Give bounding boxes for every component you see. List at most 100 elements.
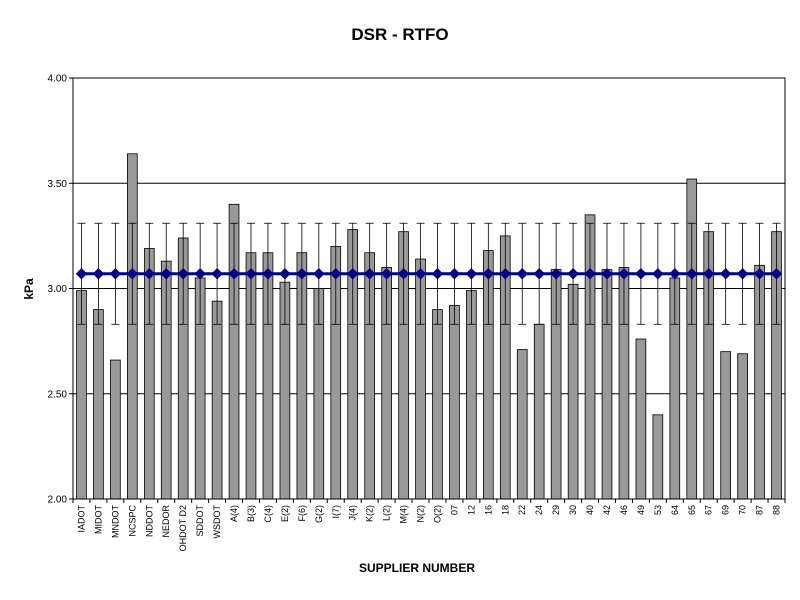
x-tick-label: NCSPC [127, 505, 137, 537]
x-tick-label: 64 [670, 505, 680, 515]
bar [211, 300, 223, 500]
x-tick-label: NDDOT [144, 505, 154, 537]
mean-marker [313, 268, 325, 280]
x-tick-label: OHDOT D2 [178, 505, 188, 551]
y-tick-label: 2.00 [48, 495, 68, 506]
y-tick-label: 3.50 [48, 179, 68, 190]
x-tick-label: NEDOR [161, 505, 171, 538]
plot-area-frame [72, 77, 786, 500]
mean-marker [279, 268, 291, 280]
x-tick-label: B(3) [246, 505, 256, 522]
mean-marker [448, 268, 461, 280]
x-tick-label: N(2) [416, 505, 426, 523]
x-tick-label: MIDOT [93, 505, 103, 534]
bar [533, 323, 545, 500]
x-tick-label: 70 [738, 505, 748, 515]
y-tick-label: 3.00 [48, 284, 68, 295]
mean-marker [584, 268, 596, 280]
mean-marker [567, 268, 579, 280]
mean-marker [652, 268, 664, 280]
bar [93, 309, 104, 500]
x-tick-label: 42 [602, 505, 612, 515]
y-tick-label: 4.00 [48, 74, 68, 85]
mean-marker [262, 268, 274, 280]
x-tick-label: C(4) [263, 505, 273, 523]
mean-marker [397, 268, 410, 280]
mean-marker [75, 268, 88, 280]
x-tick-label: O(2) [432, 505, 442, 523]
mean-marker [414, 268, 427, 280]
x-tick-label: 65 [687, 505, 697, 515]
x-tick-label: 46 [619, 505, 629, 515]
mean-marker [516, 268, 528, 280]
bar [720, 351, 731, 500]
x-axis-label: SUPPLIER NUMBER [359, 561, 475, 575]
x-tick-label: 30 [568, 505, 578, 515]
mean-line-series [75, 268, 783, 280]
bar [127, 153, 138, 500]
mean-marker [635, 268, 647, 280]
x-tick-label: 18 [500, 505, 510, 515]
x-tick-labels: IADOT MIDOT MNDOT NCSPC NDDOT NEDOR OHDOT D2 SD… [72, 499, 786, 551]
chart-title: DSR - RTFO [351, 25, 448, 44]
x-tick-label: 12 [466, 505, 476, 515]
mean-marker [533, 268, 545, 280]
bar [110, 359, 121, 500]
mean-marker [347, 268, 359, 280]
mean-marker [753, 268, 766, 280]
x-tick-label: 69 [721, 505, 731, 515]
x-tick-label: IADOT [76, 505, 86, 533]
mean-marker [228, 268, 240, 280]
mean-marker [482, 268, 495, 280]
mean-marker [465, 268, 478, 280]
mean-marker [194, 268, 206, 280]
x-tick-label: 49 [636, 505, 646, 515]
bar [516, 349, 528, 500]
mean-marker [736, 268, 749, 280]
bar [635, 338, 647, 500]
mean-marker [245, 268, 257, 280]
mean-marker [296, 268, 308, 280]
x-tick-label: 07 [449, 505, 459, 515]
x-tick-label: 88 [772, 505, 782, 515]
mean-marker [211, 268, 223, 280]
x-tick-label: 16 [483, 505, 493, 515]
bar [652, 414, 664, 500]
x-tick-label: 87 [755, 505, 765, 515]
x-tick-label: 29 [551, 505, 561, 515]
y-tick-label: 2.50 [48, 389, 68, 400]
bar-series [76, 153, 782, 500]
x-tick-label: J(4) [348, 505, 358, 521]
mean-marker [177, 268, 189, 280]
mean-marker [601, 268, 613, 280]
y-axis-label: kPa [22, 278, 36, 300]
mean-marker [618, 268, 630, 280]
mean-marker [160, 268, 172, 280]
mean-marker [330, 268, 342, 280]
x-tick-label: A(4) [229, 505, 239, 522]
mean-marker [669, 268, 681, 280]
x-tick-label: MNDOT [110, 505, 120, 538]
mean-marker [363, 268, 376, 280]
mean-marker [499, 268, 511, 280]
mean-marker [703, 268, 715, 280]
x-tick-label: SDDOT [195, 504, 205, 536]
x-tick-label: 24 [534, 505, 544, 515]
x-tick-label: 67 [704, 505, 714, 515]
x-tick-label: I(7) [331, 505, 341, 519]
x-tick-label: WSDOT [212, 505, 222, 539]
y-tick-labels: 2.00 2.50 3.00 3.50 4.00 [48, 74, 73, 506]
mean-marker [770, 268, 783, 280]
gridlines [73, 182, 785, 395]
mean-marker [92, 268, 105, 280]
mean-marker [686, 268, 698, 280]
x-tick-label: E(2) [280, 505, 290, 522]
x-tick-label: G(2) [314, 505, 324, 523]
mean-marker [143, 268, 155, 280]
bar [432, 309, 443, 500]
x-tick-label: 40 [585, 505, 595, 515]
bar [737, 353, 748, 500]
mean-marker [109, 268, 122, 280]
